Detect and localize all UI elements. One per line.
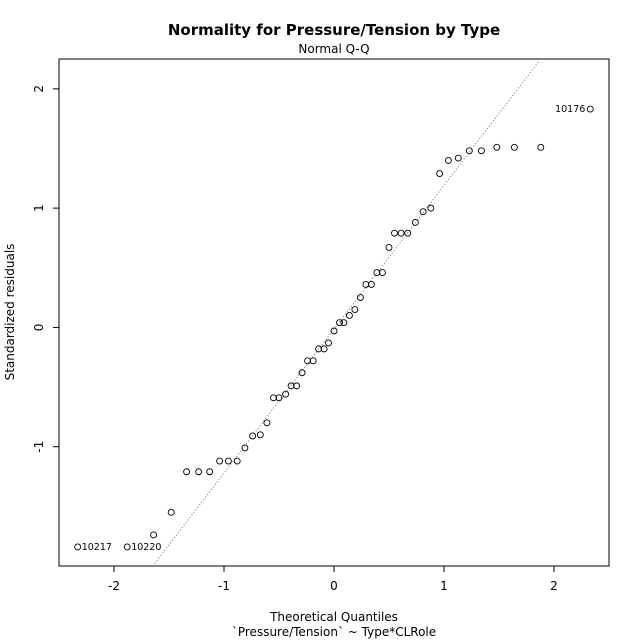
data-point (493, 143, 501, 151)
x-axis-sublabel: `Pressure/Tension` ~ Type*CLRole (232, 625, 436, 639)
data-point (256, 431, 264, 439)
data-point (275, 394, 283, 402)
data-point (195, 468, 203, 476)
data-point (397, 229, 405, 237)
data-point (336, 319, 343, 327)
data-point (233, 457, 241, 465)
y-axis-label: Standardized residuals (3, 244, 17, 381)
data-point (340, 319, 348, 327)
data-point (263, 419, 271, 427)
data-point (216, 457, 224, 465)
data-point (123, 543, 131, 551)
y-tick-label: 0 (32, 324, 46, 332)
data-point (391, 229, 398, 237)
data-point (304, 357, 312, 365)
data-point (167, 508, 175, 516)
data-point (586, 105, 594, 113)
data-point (345, 312, 353, 319)
point-label: 10217 (82, 542, 112, 553)
data-point (309, 357, 317, 365)
data-point (330, 327, 338, 335)
point-label: 10220 (131, 542, 161, 553)
data-point (537, 143, 545, 151)
data-points: 10217 10220 10176 (74, 104, 594, 553)
data-point (427, 204, 435, 212)
reference-line (154, 59, 541, 564)
data-point (378, 269, 386, 276)
data-point (436, 170, 444, 177)
data-point (325, 339, 332, 347)
data-point (287, 382, 295, 390)
data-point (150, 531, 158, 539)
y-tick-label: 1 (32, 204, 46, 212)
data-point (282, 390, 290, 398)
x-tick-label: 2 (550, 579, 558, 593)
data-point (351, 306, 359, 313)
x-axis-label: Theoretical Quantiles (269, 610, 398, 624)
data-point (206, 468, 214, 476)
data-point (241, 444, 249, 452)
data-point (465, 147, 473, 155)
y-axis: -1 0 1 2 (32, 85, 59, 453)
data-point (411, 218, 419, 226)
x-tick-label: 1 (440, 579, 448, 593)
data-point (183, 468, 191, 476)
x-axis: -2 -1 0 1 2 (108, 566, 558, 593)
plot-frame (58, 58, 610, 567)
data-point (373, 269, 381, 276)
x-tick-label: -1 (218, 579, 230, 593)
data-point (224, 457, 232, 465)
data-point (74, 543, 82, 551)
data-point (510, 143, 518, 151)
y-tick-label: -1 (32, 441, 46, 453)
data-point (315, 345, 323, 353)
data-point (367, 281, 375, 288)
x-tick-label: -2 (108, 579, 120, 593)
chart-subtitle: Normal Q-Q (298, 42, 369, 56)
data-point (419, 208, 427, 216)
data-point (362, 281, 370, 288)
point-label: 10176 (555, 104, 585, 115)
data-point (454, 154, 462, 162)
data-point (477, 147, 485, 155)
data-point (356, 294, 364, 302)
data-point (404, 229, 412, 237)
chart-title: Normality for Pressure/Tension by Type (168, 21, 500, 39)
data-point (385, 244, 393, 251)
y-tick-label: 2 (32, 85, 46, 93)
x-tick-label: 0 (330, 579, 338, 593)
data-point (320, 345, 328, 353)
data-point (293, 382, 301, 390)
data-point (444, 156, 452, 164)
data-point (270, 394, 277, 402)
data-point (298, 369, 306, 377)
data-point (249, 432, 257, 440)
